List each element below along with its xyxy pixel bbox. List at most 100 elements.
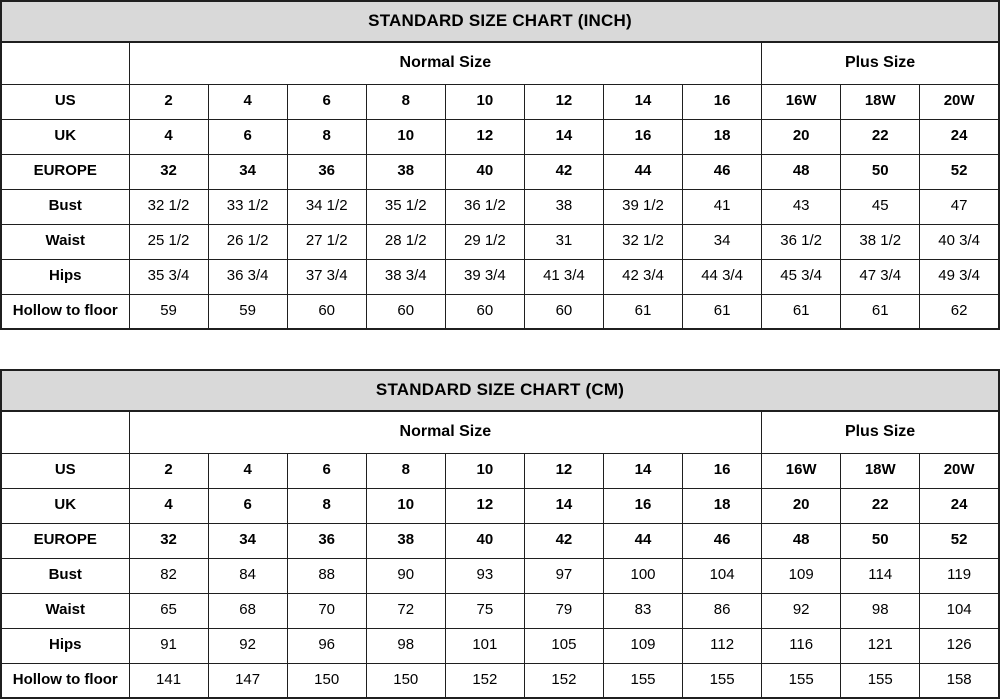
size-cell: 45 [840,188,921,225]
table-row: Bust 32 1/2 33 1/2 34 1/2 35 1/2 36 1/2 38 39 1… [0,188,1000,225]
size-cell: 16W [761,83,842,120]
plus-size-header: Plus Size [761,41,1000,85]
size-cell: 38 [365,522,446,559]
size-cell: 16 [682,83,763,120]
size-cell: 22 [840,487,921,524]
size-cell: 12 [523,452,604,489]
size-cell: 68 [207,592,288,629]
size-cell: 82 [128,557,209,594]
size-cell: 18W [840,83,921,120]
size-cell: 141 [128,662,209,699]
table-row: Bust 82 84 88 90 93 97 100 104 109 114 119 [0,557,1000,594]
size-cell: 44 [602,522,684,559]
size-cell: 10 [365,118,446,155]
size-cell: 32 [128,522,209,559]
size-cell: 6 [207,118,288,155]
size-cell: 43 [761,188,842,225]
size-cell: 147 [207,662,288,699]
size-cell: 40 [444,522,525,559]
size-cell: 41 3/4 [523,258,604,295]
size-cell: 98 [365,627,446,664]
row-label: Waist [0,592,130,629]
row-label: Hips [0,258,130,295]
size-cell: 4 [207,83,288,120]
size-cell: 38 [523,188,604,225]
size-cell: 150 [365,662,446,699]
size-cell: 36 1/2 [444,188,525,225]
size-cell: 12 [444,487,525,524]
size-cell: 61 [602,293,684,330]
size-cell: 48 [761,153,842,190]
size-cell: 97 [523,557,604,594]
size-cell: 18W [840,452,921,489]
size-cell: 155 [602,662,684,699]
size-cell: 36 [286,153,367,190]
normal-size-header: Normal Size [128,41,763,85]
table-row: Hips 91 92 96 98 101 105 109 112 116 121 126 [0,627,1000,664]
size-cell: 40 3/4 [919,223,1000,260]
size-cell: 16 [682,452,763,489]
size-cell: 60 [286,293,367,330]
table-row: Hollow to floor 141 147 150 150 152 152 155 155 1… [0,662,1000,699]
size-cell: 98 [840,592,921,629]
size-cell: 104 [682,557,763,594]
size-cell: 4 [128,118,209,155]
table-row: UK 4 6 8 10 12 14 16 18 20 22 24 [0,487,1000,524]
row-label: Hollow to floor [0,293,130,330]
size-cell: 91 [128,627,209,664]
size-cell: 104 [919,592,1000,629]
size-cell: 61 [682,293,763,330]
size-cell: 10 [444,83,525,120]
size-cell: 18 [682,118,763,155]
size-cell: 116 [761,627,842,664]
size-cell: 4 [128,487,209,524]
size-cell: 24 [919,487,1000,524]
size-cell: 18 [682,487,763,524]
row-label: Waist [0,223,130,260]
size-cell: 12 [444,118,525,155]
size-cell: 47 3/4 [840,258,921,295]
size-cell: 24 [919,118,1000,155]
size-cell: 8 [286,118,367,155]
size-cell: 6 [286,83,367,120]
row-label: Bust [0,188,130,225]
row-label: UK [0,118,130,155]
row-label: Hollow to floor [0,662,130,699]
size-cell: 6 [207,487,288,524]
size-cell: 36 3/4 [207,258,288,295]
size-cell: 20 [761,487,842,524]
size-cell: 14 [602,83,684,120]
row-label: UK [0,487,130,524]
size-cell: 6 [286,452,367,489]
size-cell: 62 [919,293,1000,330]
corner-cell [0,410,130,454]
size-cell: 14 [523,118,604,155]
size-cell: 152 [444,662,525,699]
size-cell: 38 [365,153,446,190]
size-cell: 42 3/4 [602,258,684,295]
size-cell: 65 [128,592,209,629]
group-header-row: Normal Size Plus Size [0,410,1000,454]
size-cell: 84 [207,557,288,594]
size-cell: 10 [444,452,525,489]
size-cell: 34 [682,223,763,260]
size-cell: 60 [523,293,604,330]
size-cell: 126 [919,627,1000,664]
size-cell: 14 [602,452,684,489]
size-cell: 14 [523,487,604,524]
size-cell: 32 1/2 [602,223,684,260]
size-cell: 28 1/2 [365,223,446,260]
size-cell: 4 [207,452,288,489]
size-cell: 26 1/2 [207,223,288,260]
group-header-row: Normal Size Plus Size [0,41,1000,85]
size-cell: 20W [919,452,1000,489]
size-cell: 34 [207,153,288,190]
size-cell: 59 [128,293,209,330]
size-cell: 50 [840,522,921,559]
size-cell: 39 1/2 [602,188,684,225]
size-cell: 50 [840,153,921,190]
size-cell: 49 3/4 [919,258,1000,295]
size-cell: 46 [682,522,763,559]
size-cell: 12 [523,83,604,120]
table-row: Hollow to floor 59 59 60 60 60 60 61 61 61 61 62 [0,293,1000,330]
